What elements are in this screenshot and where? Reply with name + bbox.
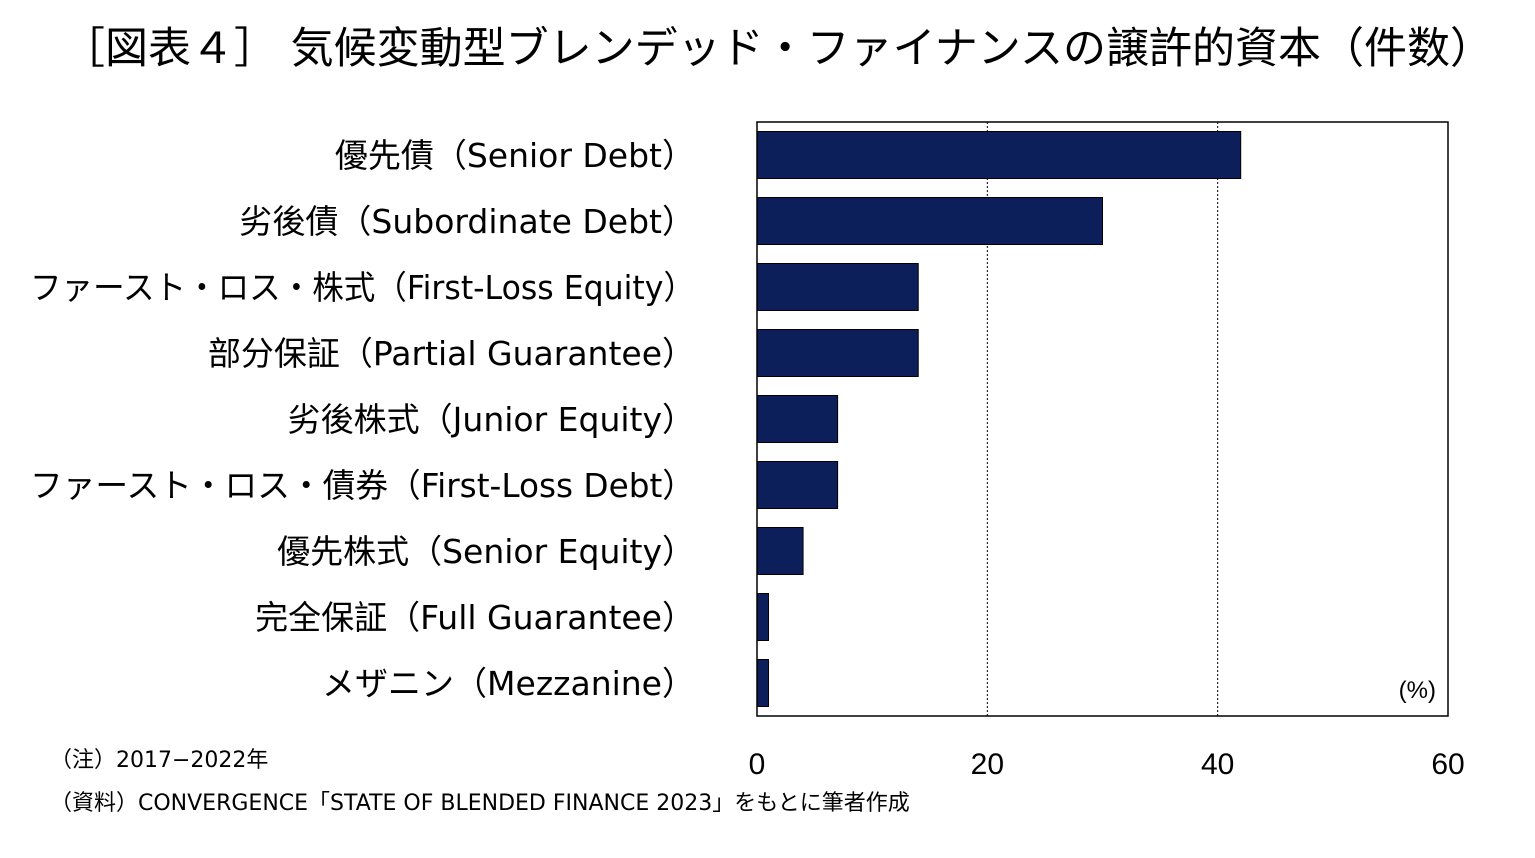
bar [756,131,1242,179]
x-tick-label: 40 [1201,748,1234,781]
category-label: 部分保証（Partial Guarantee） [208,334,695,373]
bars [756,131,1242,707]
category-label: 優先債（Senior Debt） [335,136,695,175]
grid-lines [986,122,1219,716]
plot-frame [756,121,1449,717]
category-label: 優先株式（Senior Equity） [277,532,695,571]
category-label: ファースト・ロス・債券（First-Loss Debt） [30,466,695,505]
category-label: メザニン（Mezzanine） [322,664,695,703]
source-text: （資料）CONVERGENCE「STATE OF BLENDED FINANCE… [50,791,910,816]
category-labels: 優先債（Senior Debt） 劣後債（Subordinate Debt） ファー… [30,136,695,703]
x-tick-label: 20 [971,748,1004,781]
bar [756,659,770,707]
x-tick-label: 0 [749,748,766,781]
bar [756,395,839,443]
note-text: （注）2017−2022年 [50,748,269,773]
bar [756,197,1103,245]
bar [756,527,804,575]
unit-label: (%) [1399,677,1436,704]
category-label: 完全保証（Full Guarantee） [255,598,695,637]
bar [756,329,919,377]
bar [756,593,770,641]
bar [756,263,919,311]
category-label: ファースト・ロス・株式（First-Loss Equity） [30,268,695,307]
x-tick-labels: 0 20 40 60 [749,748,1465,781]
category-label: 劣後株式（Junior Equity） [288,400,695,439]
chart-title: ［図表４］ 気候変動型ブレンデッド・ファイナンスの譲許的資本（件数） [62,24,1493,74]
bar [756,461,839,509]
x-tick-label: 60 [1431,748,1464,781]
category-label: 劣後債（Subordinate Debt） [239,202,695,241]
